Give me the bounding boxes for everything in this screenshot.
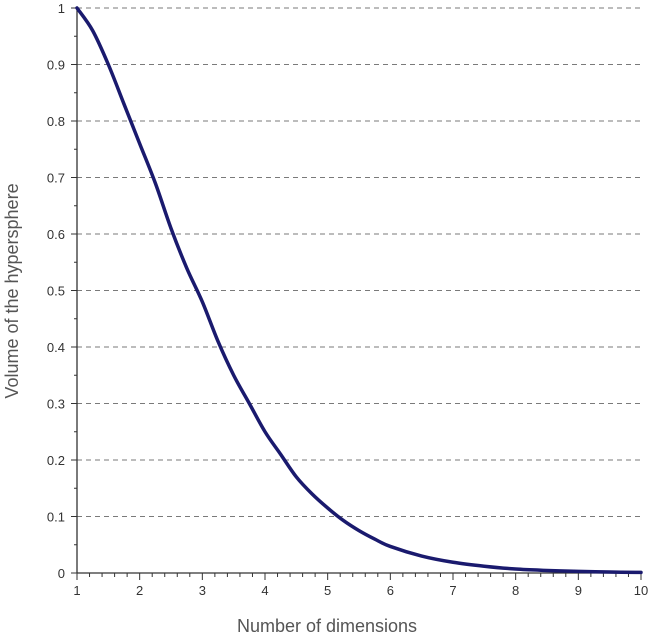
x-tick-label: 3 <box>199 583 206 598</box>
y-tick-label: 1 <box>58 1 65 16</box>
x-tick-label: 5 <box>324 583 331 598</box>
y-tick-label: 0 <box>58 566 65 581</box>
y-tick-label: 0.5 <box>47 284 65 299</box>
y-tick-label: 0.3 <box>47 397 65 412</box>
y-tick-labels: 0 0.1 0.2 0.3 0.4 0.5 0.6 0.7 0.8 0.9 1 <box>47 1 65 581</box>
x-tick-label: 7 <box>449 583 456 598</box>
x-axis-label: Number of dimensions <box>237 616 417 635</box>
axes <box>71 7 642 580</box>
y-tick-label: 0.8 <box>47 114 65 129</box>
y-tick-label: 0.4 <box>47 340 65 355</box>
x-tick-label: 9 <box>575 583 582 598</box>
y-axis-label: Volume of the hypersphere <box>2 183 22 398</box>
series-line <box>75 6 643 575</box>
y-tick-label: 0.6 <box>47 227 65 242</box>
x-tick-label: 2 <box>136 583 143 598</box>
y-tick-label: 0.1 <box>47 510 65 525</box>
gridlines <box>77 7 641 517</box>
x-tick-label: 4 <box>261 583 268 598</box>
x-tick-label: 8 <box>512 583 519 598</box>
y-tick-label: 0.2 <box>47 453 65 468</box>
x-tick-label: 10 <box>634 583 648 598</box>
x-tick-label: 6 <box>387 583 394 598</box>
x-tick-labels: 1 2 3 4 5 6 7 8 9 10 <box>73 583 648 598</box>
y-tick-label: 0.7 <box>47 171 65 186</box>
x-tick-label: 1 <box>73 583 80 598</box>
y-tick-label: 0.9 <box>47 58 65 73</box>
